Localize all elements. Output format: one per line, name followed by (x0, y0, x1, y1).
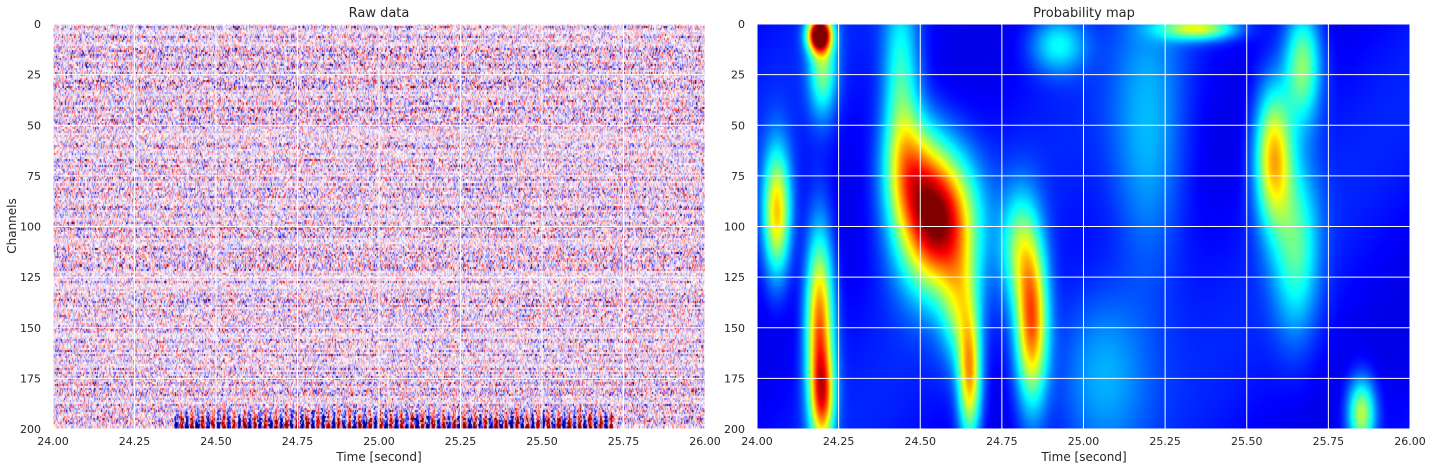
raw-data-x-tick-label: 24.00 (37, 435, 69, 448)
probability-map-y-tick-label: 125 (724, 271, 745, 284)
probability-map-panel: Probability map 24.00 24.25 24.50 24.75 25.0… (724, 6, 1426, 464)
raw-data-x-tick-label: 25.50 (526, 435, 558, 448)
raw-data-x-tick-label: 24.50 (200, 435, 232, 448)
probability-map-x-tick-label: 25.00 (1068, 435, 1100, 448)
raw-data-panel: Raw data 24.00 24.25 24.50 24.75 25.00 25.25 2… (5, 6, 721, 464)
probability-map-title: Probability map (1033, 6, 1135, 21)
raw-data-xlabel: Time [second] (335, 450, 421, 464)
probability-map-y-tick-label: 50 (731, 119, 745, 132)
raw-data-x-tick-label: 24.75 (282, 435, 314, 448)
probability-map-x-tick-label: 24.25 (823, 435, 855, 448)
raw-data-y-tick-label: 50 (27, 119, 41, 132)
probability-map-grid (756, 23, 1411, 430)
raw-data-x-tick-label: 25.75 (608, 435, 640, 448)
probability-map-x-tick-label: 24.50 (905, 435, 937, 448)
probability-map-y-tick-label: 100 (724, 221, 745, 234)
raw-data-x-ticks: 24.00 24.25 24.50 24.75 25.00 25.25 25.50 25.75… (37, 435, 721, 448)
raw-data-x-tick-label: 24.25 (119, 435, 151, 448)
raw-data-ylabel: Channels (5, 198, 19, 254)
raw-data-x-tick-label: 25.25 (445, 435, 477, 448)
probability-map-x-tick-label: 24.75 (986, 435, 1018, 448)
probability-map-y-tick-label: 25 (731, 69, 745, 82)
raw-data-y-tick-label: 125 (20, 271, 41, 284)
raw-data-y-tick-label: 200 (20, 423, 41, 436)
raw-data-y-tick-label: 175 (20, 372, 41, 385)
probability-map-y-tick-label: 0 (738, 18, 745, 31)
raw-data-title: Raw data (349, 6, 410, 21)
raw-data-y-ticks: 0 25 50 75 100 125 150 175 200 (20, 18, 41, 436)
probability-map-y-tick-label: 150 (724, 322, 745, 335)
raw-data-y-tick-label: 25 (27, 69, 41, 82)
raw-data-y-tick-label: 150 (20, 322, 41, 335)
probability-map-y-tick-label: 75 (731, 170, 745, 183)
probability-map-y-tick-label: 175 (724, 372, 745, 385)
probability-map-y-ticks: 0 25 50 75 100 125 150 175 200 (724, 18, 745, 436)
probability-map-x-tick-label: 25.25 (1149, 435, 1181, 448)
raw-data-x-tick-label: 25.00 (363, 435, 395, 448)
probability-map-y-tick-label: 200 (724, 423, 745, 436)
raw-data-grid (52, 23, 706, 430)
probability-map-x-tick-label: 25.50 (1231, 435, 1263, 448)
probability-map-x-tick-label: 25.75 (1313, 435, 1345, 448)
raw-data-x-tick-label: 26.00 (689, 435, 721, 448)
probability-map-x-tick-label: 24.00 (741, 435, 773, 448)
raw-data-y-tick-label: 100 (20, 221, 41, 234)
probability-map-x-ticks: 24.00 24.25 24.50 24.75 25.00 25.25 25.50 25.75… (741, 435, 1426, 448)
probability-map-xlabel: Time [second] (1040, 450, 1126, 464)
probability-map-x-tick-label: 26.00 (1394, 435, 1426, 448)
raw-data-y-tick-label: 0 (34, 18, 41, 31)
raw-data-y-tick-label: 75 (27, 170, 41, 183)
